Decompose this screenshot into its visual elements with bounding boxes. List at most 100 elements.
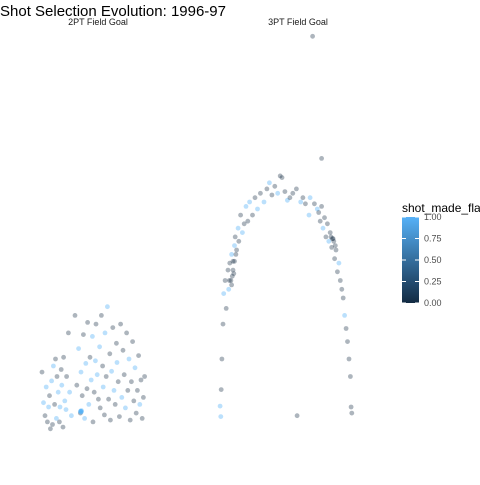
- shot-point: [349, 410, 355, 416]
- shot-point: [294, 186, 299, 192]
- panel-label-2pt-field-goal: 2PT Field Goal: [68, 17, 128, 27]
- legend-tick-label: 0.25: [424, 277, 442, 287]
- shot-point: [325, 221, 330, 227]
- shot-point: [294, 413, 300, 419]
- shot-point: [45, 419, 50, 425]
- shot-point: [110, 325, 116, 330]
- shot-point: [51, 363, 56, 369]
- legend-tick-label: 0.00: [424, 298, 442, 308]
- shot-point: [261, 199, 267, 205]
- panel-label-3pt-field-goal: 3PT Field Goal: [268, 17, 328, 27]
- shot-point: [82, 416, 87, 421]
- shot-point: [52, 402, 57, 407]
- shot-point: [53, 356, 58, 362]
- shot-point: [100, 384, 106, 390]
- shot-point: [279, 175, 285, 181]
- shot-point: [59, 382, 65, 388]
- shot-point: [132, 365, 138, 371]
- shot-point: [326, 238, 332, 244]
- shot-point: [42, 413, 48, 419]
- shot-point: [100, 363, 105, 369]
- shot-point: [78, 408, 84, 413]
- shot-point: [138, 377, 144, 383]
- shot-point: [290, 190, 296, 196]
- shot-point: [250, 212, 255, 218]
- shot-point: [69, 413, 74, 419]
- shot-point: [93, 358, 98, 364]
- legend-tick-label: 0.75: [424, 234, 442, 244]
- shot-point: [67, 389, 72, 395]
- shot-point: [285, 197, 290, 203]
- shot-point: [227, 278, 232, 283]
- shot-point: [50, 422, 55, 427]
- shot-point: [298, 199, 304, 205]
- shot-point: [339, 286, 345, 292]
- shot-point: [340, 295, 346, 301]
- shot-point: [258, 190, 263, 196]
- shot-point: [226, 286, 232, 292]
- shot-point: [139, 416, 145, 421]
- shot-point: [97, 405, 103, 411]
- shot-point: [238, 212, 244, 218]
- shot-point: [331, 238, 337, 244]
- shot-point: [126, 356, 132, 362]
- shot-point: [332, 243, 338, 249]
- shot-point: [218, 387, 224, 392]
- shot-point: [252, 195, 258, 201]
- shot-point: [114, 340, 119, 346]
- shot-point: [328, 234, 334, 240]
- shot-point: [78, 409, 84, 414]
- shot-point: [306, 212, 312, 218]
- shot-point: [130, 339, 136, 344]
- shot-point: [127, 417, 133, 423]
- shot-point: [137, 402, 143, 407]
- shot-point: [124, 330, 129, 336]
- shot-point: [310, 33, 315, 39]
- shot-point: [330, 236, 335, 242]
- shot-point: [307, 195, 313, 201]
- shot-point: [106, 396, 111, 402]
- chart-title: Shot Selection Evolution: 1996-97: [0, 3, 226, 20]
- shot-point: [319, 156, 324, 161]
- shot-point: [76, 346, 81, 351]
- shot-point: [119, 395, 125, 400]
- shot-point: [111, 388, 117, 393]
- shot-point: [314, 206, 320, 212]
- shot-point: [94, 372, 100, 378]
- shot-point: [225, 267, 231, 273]
- legend-ticks: 0.00 0.25 0.50 0.75 1.00: [402, 212, 442, 308]
- shot-point: [282, 189, 288, 195]
- points-3pt-field-goal: [217, 33, 355, 419]
- shot-point: [232, 258, 237, 264]
- legend-colorbar: [402, 217, 419, 303]
- shot-point: [125, 388, 131, 393]
- shot-point: [323, 234, 329, 240]
- shot-point: [228, 278, 234, 283]
- shot-point: [86, 402, 92, 407]
- shot-point: [133, 410, 139, 416]
- shot-point: [320, 225, 326, 231]
- shot-point: [218, 414, 224, 419]
- shot-point: [74, 382, 80, 388]
- shot-point: [229, 282, 235, 288]
- shot-point: [78, 409, 84, 414]
- shot-point: [85, 320, 90, 325]
- shot-point: [114, 360, 120, 365]
- shot-point: [275, 190, 281, 196]
- shot-point: [335, 269, 340, 275]
- shot-point: [54, 374, 60, 379]
- shot-point: [136, 353, 142, 358]
- shot-point: [39, 369, 45, 375]
- shot-point: [99, 313, 104, 318]
- shot-point: [41, 400, 46, 406]
- shot-point: [269, 192, 275, 198]
- shot-point: [87, 354, 93, 360]
- shot-point: [43, 384, 49, 390]
- shot-point: [83, 361, 89, 366]
- shot-point: [48, 426, 53, 432]
- shot-point: [97, 344, 102, 350]
- shot-point: [108, 417, 113, 423]
- shot-point: [90, 419, 96, 425]
- shot-point: [63, 407, 69, 412]
